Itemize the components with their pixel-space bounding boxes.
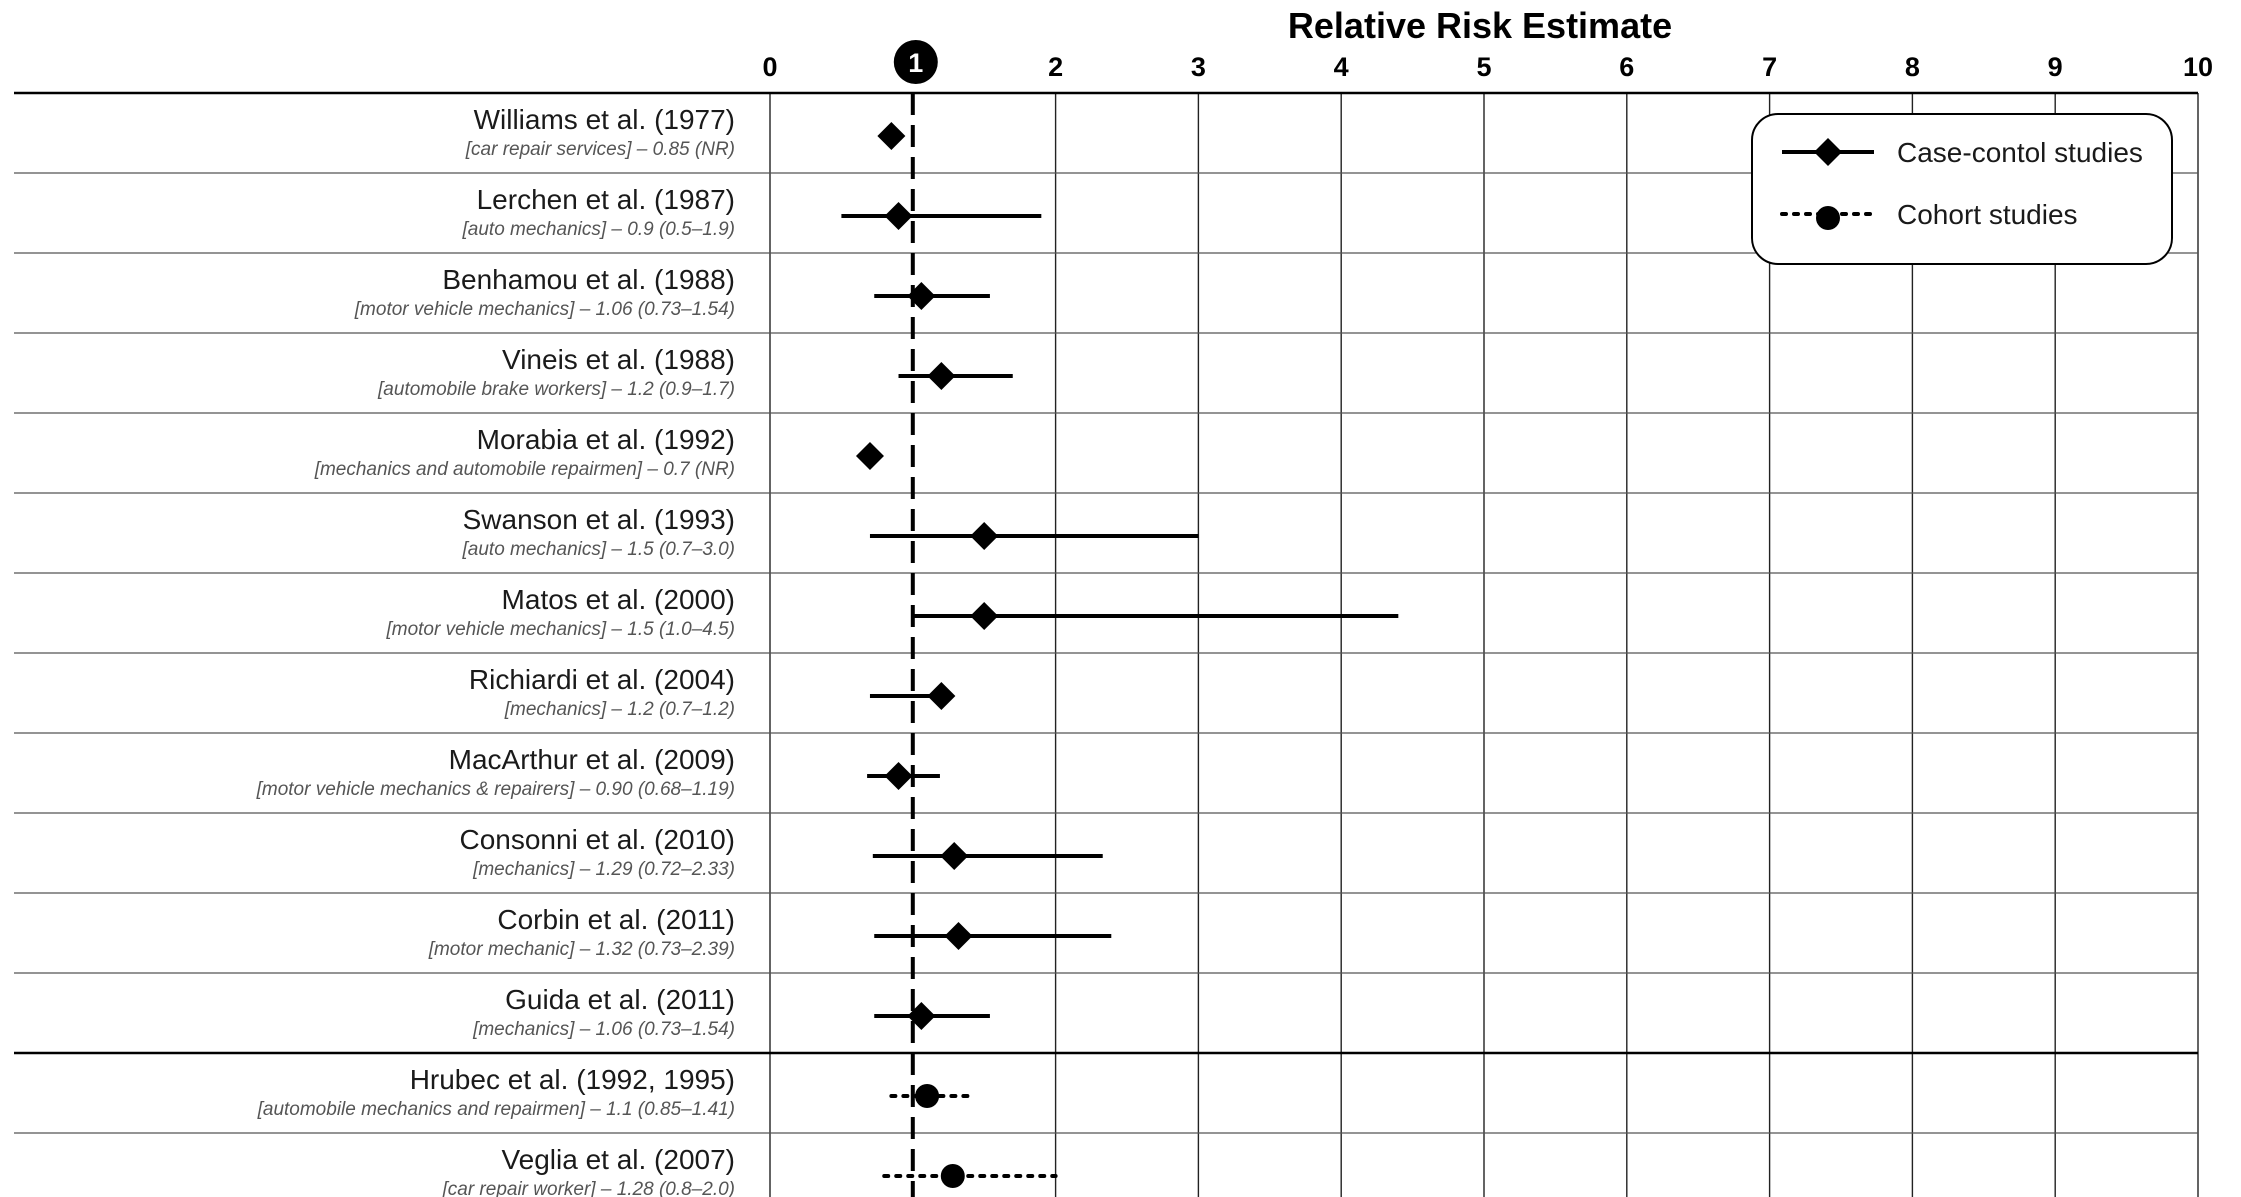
study-name: Guida et al. (2011): [505, 984, 735, 1015]
legend-circle-marker: [1816, 206, 1840, 230]
x-tick-label: 2: [1048, 52, 1063, 82]
point-estimate-diamond: [855, 442, 884, 470]
study-name: Swanson et al. (1993): [463, 504, 735, 535]
study-rows: Williams et al. (1977) [car repair servic…: [14, 93, 2198, 1197]
point-estimate-diamond: [970, 522, 999, 550]
x-tick-label: 8: [1905, 52, 1920, 82]
x-tick-label: 0: [762, 52, 777, 82]
study-detail: [car repair worker] – 1.28 (0.8–2.0): [441, 1179, 735, 1197]
study-name: Richiardi et al. (2004): [469, 664, 735, 695]
x-tick-label: 6: [1619, 52, 1634, 82]
point-estimate-circle: [915, 1084, 940, 1108]
study-name: Hrubec et al. (1992, 1995): [410, 1064, 735, 1095]
legend-label: Case-contol studies: [1897, 137, 2143, 168]
study-name: Veglia et al. (2007): [502, 1144, 736, 1175]
x-tick-label: 4: [1334, 52, 1349, 82]
study-row: Benhamou et al. (1988) [motor vehicle mec…: [14, 264, 2198, 334]
study-detail: [mechanics] – 1.06 (0.73–1.54): [472, 1019, 735, 1040]
x-axis: Relative Risk Estimate 0 1 2 3 4 5 6 7 8 9 10: [762, 5, 2213, 84]
x-tick-label: 10: [2183, 52, 2213, 82]
point-estimate-diamond: [970, 602, 999, 630]
study-detail: [automobile mechanics and repairmen] – 1…: [257, 1099, 735, 1120]
point-estimate-diamond: [927, 682, 956, 710]
study-detail: [automobile brake workers] – 1.2 (0.9–1.…: [377, 379, 735, 400]
study-row: Lerchen et al. (1987) [auto mechanics] – …: [14, 184, 2198, 254]
study-row: Guida et al. (2011) [mechanics] – 1.06 (0…: [14, 984, 2198, 1055]
point-estimate-diamond: [927, 362, 956, 390]
x-tick-label: 5: [1476, 52, 1491, 82]
study-row: Consonni et al. (2010) [mechanics] – 1.29…: [14, 824, 2198, 894]
x-tick-label: 1: [908, 48, 923, 78]
study-name: Matos et al. (2000): [502, 584, 735, 615]
study-name: MacArthur et al. (2009): [449, 744, 735, 775]
study-row: Corbin et al. (2011) [motor mechanic] – 1…: [14, 904, 2198, 974]
chart-title: Relative Risk Estimate: [1288, 5, 1672, 46]
study-name: Benhamou et al. (1988): [442, 264, 735, 295]
legend-item: Case-contol studies: [1782, 137, 2143, 168]
study-detail: [car repair services] – 0.85 (NR): [465, 139, 735, 160]
study-detail: [mechanics] – 1.29 (0.72–2.33): [472, 859, 735, 880]
x-tick-label: 7: [1762, 52, 1777, 82]
study-row: Matos et al. (2000) [motor vehicle mechan…: [14, 584, 2198, 654]
study-name: Morabia et al. (1992): [477, 424, 735, 455]
study-row: Williams et al. (1977) [car repair servic…: [14, 104, 2198, 174]
study-detail: [motor vehicle mechanics & repairers] – …: [256, 779, 735, 800]
study-name: Consonni et al. (2010): [459, 824, 735, 855]
legend-label: Cohort studies: [1897, 199, 2078, 230]
study-row: Richiardi et al. (2004) [mechanics] – 1.2…: [14, 664, 2198, 734]
point-estimate-diamond: [944, 922, 973, 950]
study-detail: [mechanics] – 1.2 (0.7–1.2): [504, 699, 735, 720]
x-tick-label: 9: [2048, 52, 2063, 82]
study-name: Vineis et al. (1988): [502, 344, 735, 375]
point-estimate-diamond: [884, 202, 913, 230]
point-estimate-diamond: [877, 122, 906, 150]
study-row: Swanson et al. (1993) [auto mechanics] – …: [14, 504, 2198, 574]
study-detail: [auto mechanics] – 1.5 (0.7–3.0): [462, 539, 736, 560]
study-row: Hrubec et al. (1992, 1995) [automobile me…: [14, 1064, 2198, 1134]
study-detail: [mechanics and automobile repairmen] – 0…: [314, 459, 735, 480]
study-detail: [motor vehicle mechanics] – 1.5 (1.0–4.5…: [385, 619, 735, 640]
x-tick-label: 3: [1191, 52, 1206, 82]
study-name: Lerchen et al. (1987): [477, 184, 735, 215]
legend-item: Cohort studies: [1780, 199, 2078, 230]
study-row: Vineis et al. (1988) [automobile brake wo…: [14, 344, 2198, 414]
legend: Case-contol studies Cohort studies: [1751, 113, 2173, 265]
study-name: Williams et al. (1977): [474, 104, 735, 135]
point-estimate-diamond: [884, 762, 913, 790]
study-detail: [motor vehicle mechanics] – 1.06 (0.73–1…: [354, 299, 735, 320]
study-row: Veglia et al. (2007) [car repair worker] …: [441, 1144, 1058, 1197]
study-row: MacArthur et al. (2009) [motor vehicle me…: [14, 744, 2198, 814]
study-detail: [motor mechanic] – 1.32 (0.73–2.39): [428, 939, 735, 960]
reference-tick-badge: [893, 40, 938, 84]
study-row: Morabia et al. (1992) [mechanics and auto…: [14, 424, 2198, 494]
study-name: Corbin et al. (2011): [497, 904, 735, 935]
point-estimate-diamond: [940, 842, 969, 870]
point-estimate-circle: [940, 1164, 965, 1188]
grid-layer: [14, 91, 2199, 1197]
legend-diamond-marker: [1814, 138, 1842, 166]
study-detail: [auto mechanics] – 0.9 (0.5–1.9): [462, 219, 736, 240]
